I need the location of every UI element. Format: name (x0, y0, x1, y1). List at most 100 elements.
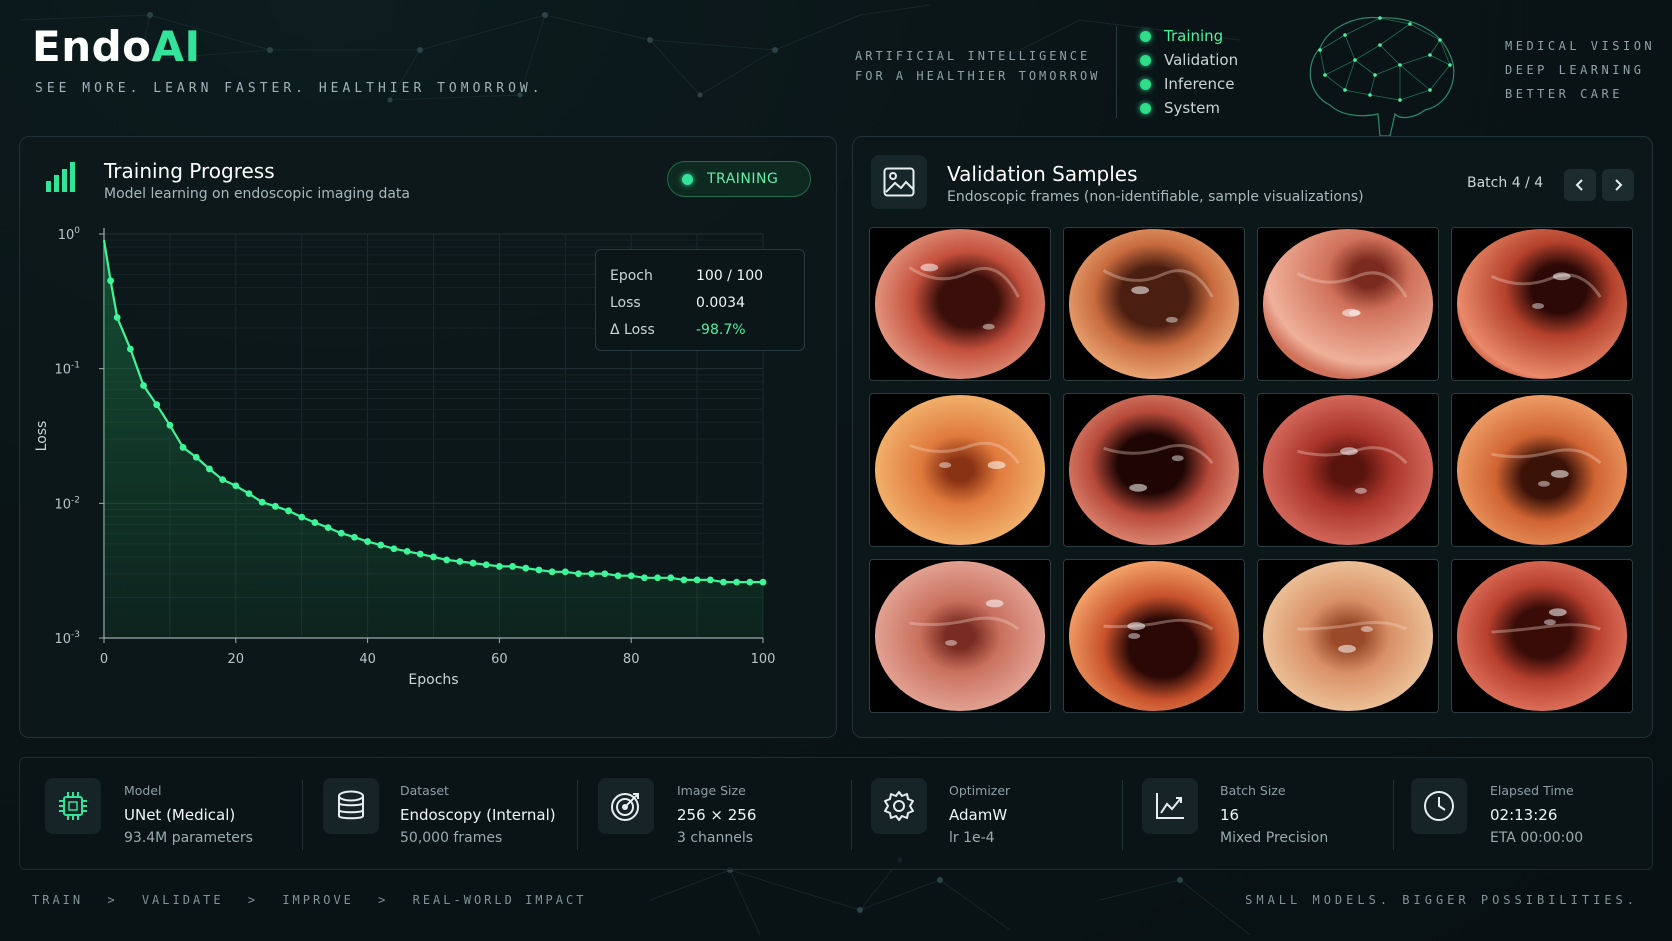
ai-slogan: ARTIFICIAL INTELLIGENCE FOR A HEALTHIER … (855, 49, 1101, 83)
info-batch-size: Batch Size 16 Mixed Precision (1122, 758, 1392, 871)
loss-point (232, 482, 240, 490)
validation-thumbnail[interactable] (869, 559, 1051, 713)
loss-point (706, 576, 714, 584)
validation-thumbnail[interactable] (1063, 227, 1245, 381)
loss-point (245, 490, 253, 498)
loss-point (482, 561, 490, 569)
y-tick-label: 10-3 (54, 630, 80, 647)
loss-point (126, 345, 134, 353)
x-tick-label: 60 (491, 652, 508, 667)
loss-point (575, 570, 582, 578)
loss-point (561, 568, 569, 576)
nav-item-validation[interactable]: Validation (1140, 48, 1238, 72)
x-tick-label: 80 (623, 652, 640, 667)
gear-icon (871, 778, 927, 834)
loss-point (403, 547, 411, 555)
loss-point (192, 453, 200, 461)
status-dot-icon (1140, 102, 1151, 114)
step-separator: > (247, 893, 259, 907)
target-icon (598, 778, 654, 834)
stat-delta-loss: Δ Loss -98.7% (610, 321, 746, 338)
validation-thumbnail[interactable] (1257, 227, 1439, 381)
panel-title: Validation Samples (947, 162, 1138, 186)
step-impact: REAL-WORLD IMPACT (412, 893, 587, 907)
brand-title: EndoAI (32, 22, 201, 71)
validation-image-grid (869, 227, 1639, 722)
y-tick-label: 10-1 (54, 361, 80, 378)
divider (577, 780, 578, 850)
divider (1122, 780, 1123, 850)
loss-point (271, 502, 279, 510)
info-model: Model UNet (Medical) 93.4M parameters (20, 758, 290, 871)
brain-network-icon (1309, 16, 1455, 137)
next-batch-button[interactable] (1602, 169, 1634, 201)
validation-thumbnail[interactable] (869, 393, 1051, 547)
divider (1393, 780, 1394, 850)
nav-item-system[interactable]: System (1140, 96, 1238, 120)
previous-batch-button[interactable] (1564, 169, 1596, 201)
training-status-badge: TRAINING (667, 161, 811, 197)
loss-point (548, 568, 556, 576)
info-optimizer: Optimizer AdamW lr 1e-4 (851, 758, 1121, 871)
x-axis-label: Epochs (408, 672, 458, 688)
validation-thumbnail[interactable] (1063, 393, 1245, 547)
loss-point (179, 444, 187, 451)
brand-logo: EndoAI (32, 22, 201, 71)
loss-point (140, 382, 147, 389)
chevron-left-icon (1575, 179, 1583, 191)
loss-point (443, 556, 451, 564)
chip-icon (45, 778, 101, 834)
x-tick-label: 0 (100, 652, 108, 667)
step-validate: VALIDATE (141, 893, 224, 907)
divider (302, 780, 303, 850)
validation-thumbnail[interactable] (1451, 227, 1633, 381)
loss-point (324, 524, 332, 532)
status-dot-icon (1140, 30, 1151, 42)
step-improve: IMPROVE (282, 893, 354, 907)
trend-chart-icon (1142, 778, 1198, 834)
status-nav: Training Validation Inference System (1140, 24, 1238, 120)
loss-point (640, 574, 648, 582)
validation-thumbnail[interactable] (1451, 393, 1633, 547)
training-stats-box: Epoch 100 / 100 Loss 0.0034 Δ Loss -98.7% (595, 249, 805, 351)
loss-point (416, 550, 424, 558)
loss-point (337, 529, 345, 537)
validation-samples-panel: Validation Samples Endoscopic frames (no… (852, 136, 1653, 738)
status-dot-icon (1140, 54, 1151, 66)
loss-point (351, 533, 358, 541)
divider (851, 780, 852, 850)
loss-point (153, 401, 161, 409)
loss-point (535, 566, 543, 574)
y-axis-label: Loss (34, 421, 50, 452)
loss-point (759, 578, 767, 586)
loss-area (104, 240, 763, 638)
loss-point (733, 578, 741, 586)
loss-point (627, 572, 635, 580)
panel-subtitle: Endoscopic frames (non-identifiable, sam… (947, 189, 1364, 205)
loss-point (430, 553, 437, 561)
loss-point (311, 519, 319, 526)
loss-point (219, 476, 227, 484)
info-dataset: Dataset Endoscopy (Internal) 50,000 fram… (302, 758, 572, 871)
loss-point (588, 570, 596, 578)
nav-item-inference[interactable]: Inference (1140, 72, 1238, 96)
validation-thumbnail[interactable] (1257, 559, 1439, 713)
validation-thumbnail[interactable] (1451, 559, 1633, 713)
loss-chart: 0 20 40 60 80 100 100 10-1 10-2 10-3 Epochs Loss (34, 226, 775, 688)
loss-series-line (102, 240, 763, 584)
validation-thumbnail[interactable] (1063, 559, 1245, 713)
header-divider (1116, 26, 1117, 118)
loss-point (206, 465, 213, 473)
loss-point (496, 563, 503, 570)
loss-point (166, 421, 174, 429)
batch-indicator: Batch 4 / 4 (1467, 175, 1544, 191)
image-icon (871, 155, 927, 209)
medical-vision-slogan: MEDICAL VISION DEEP LEARNING BETTER CARE (1505, 39, 1656, 101)
loss-point (614, 572, 622, 580)
loss-point (107, 277, 114, 285)
nav-item-training[interactable]: Training (1140, 24, 1238, 48)
validation-thumbnail[interactable] (1257, 393, 1439, 547)
step-train: TRAIN (32, 893, 84, 907)
validation-thumbnail[interactable] (869, 227, 1051, 381)
y-tick-label: 10-2 (54, 495, 80, 512)
